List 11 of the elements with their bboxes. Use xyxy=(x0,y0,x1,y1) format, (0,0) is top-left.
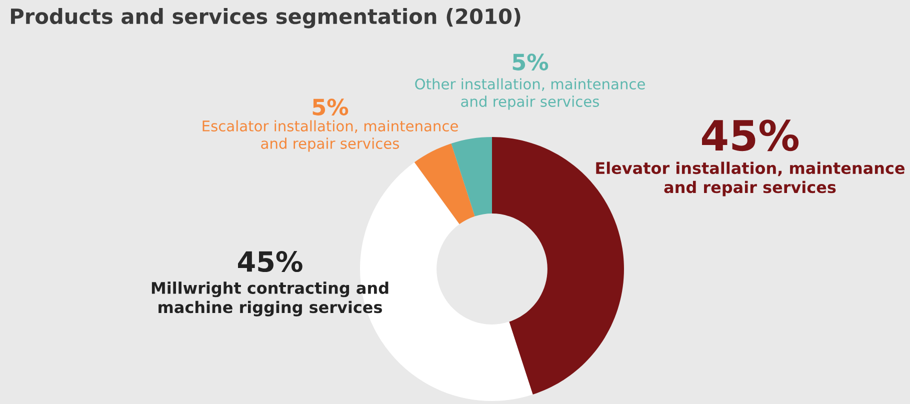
slice-label: Elevator installation, maintenance and repair services xyxy=(596,162,905,196)
chart-title: Products and services segmentation (2010) xyxy=(11,8,520,28)
data-label: 5% xyxy=(512,54,548,70)
slice-label: Escalator installation, maintenance and repair services xyxy=(202,120,458,152)
donut-slice xyxy=(451,137,492,216)
data-label: 45% xyxy=(238,251,302,272)
data-label: 5% xyxy=(312,98,348,116)
data-label: 45% xyxy=(702,120,799,152)
slice-label: Millwright contracting and machine rigging services xyxy=(152,282,388,316)
slice-label: Other installation, maintenance and repair services xyxy=(415,78,645,110)
donut-slice xyxy=(414,143,475,224)
